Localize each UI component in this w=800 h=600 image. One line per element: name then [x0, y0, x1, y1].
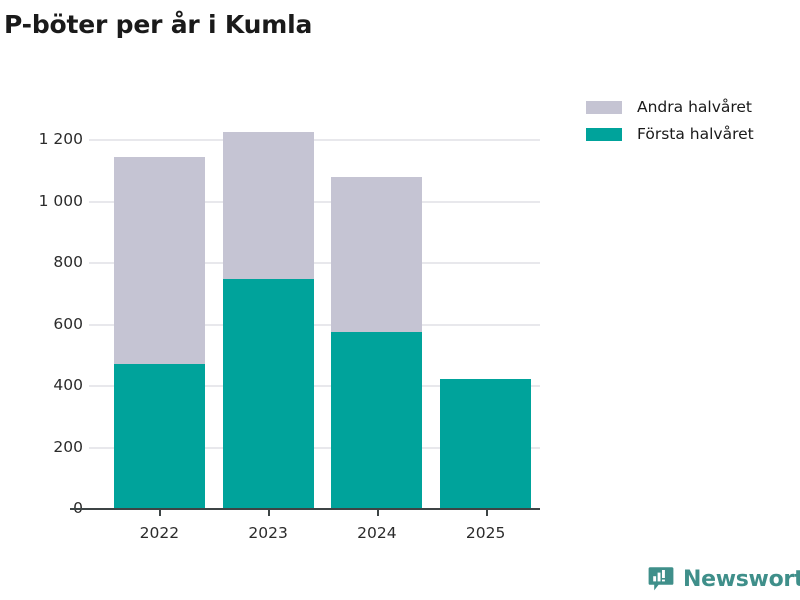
bar-segment[interactable]	[113, 364, 205, 508]
legend-swatch-icon	[586, 127, 622, 141]
bar-stack[interactable]: 2024	[331, 177, 423, 542]
bar-segment[interactable]	[331, 331, 423, 508]
x-axis-tick-label: 2022	[139, 524, 180, 542]
gridline	[89, 200, 540, 203]
y-axis-tick-label: 200	[53, 437, 83, 456]
newsworthy-logo[interactable]: Newsworthy	[648, 566, 800, 592]
gridline	[89, 323, 540, 326]
legend-item-andra-halvaret[interactable]: Andra halvåret	[586, 96, 754, 118]
x-axis-tick	[376, 509, 379, 516]
bar-segment[interactable]	[113, 157, 205, 365]
x-axis-tick-label: 2024	[357, 524, 397, 542]
legend-label: Andra halvåret	[637, 98, 753, 116]
x-axis-tick-label: 2023	[248, 524, 288, 542]
x-axis-tick	[268, 509, 271, 516]
y-axis-tick-label: 800	[53, 253, 83, 272]
chart-legend: Andra halvåret Första halvåret	[586, 96, 754, 150]
legend-item-forsta-halvaret[interactable]: Första halvåret	[586, 123, 754, 145]
bar-segment[interactable]	[331, 177, 423, 332]
bar-segment[interactable]	[222, 279, 314, 508]
x-axis-tick	[159, 509, 162, 516]
page-title: P-böter per år i Kumla	[4, 10, 313, 39]
gridline	[89, 385, 540, 388]
gridline	[89, 139, 540, 142]
bar-segment[interactable]	[222, 132, 314, 280]
legend-swatch-icon	[586, 100, 622, 114]
y-axis-tick-label: 1 000	[38, 191, 83, 210]
gridline	[89, 446, 540, 449]
x-axis-line	[70, 508, 540, 510]
x-axis-tick	[485, 509, 488, 516]
bar-stack[interactable]: 2025	[440, 378, 532, 542]
speech-bubble-bar-chart-icon	[648, 566, 674, 592]
y-axis-tick-label: 600	[53, 314, 83, 333]
bar-segment[interactable]	[440, 378, 532, 508]
legend-label: Första halvåret	[637, 125, 754, 143]
x-axis-tick-label: 2025	[465, 524, 506, 542]
gridline	[89, 262, 540, 265]
y-axis-tick-label: 1 200	[38, 130, 83, 149]
brand-name: Newsworthy	[683, 566, 800, 592]
bar-stack[interactable]: 2022	[113, 157, 205, 542]
bar-stack[interactable]: 2023	[222, 132, 314, 542]
y-axis-tick-label: 400	[53, 376, 83, 395]
